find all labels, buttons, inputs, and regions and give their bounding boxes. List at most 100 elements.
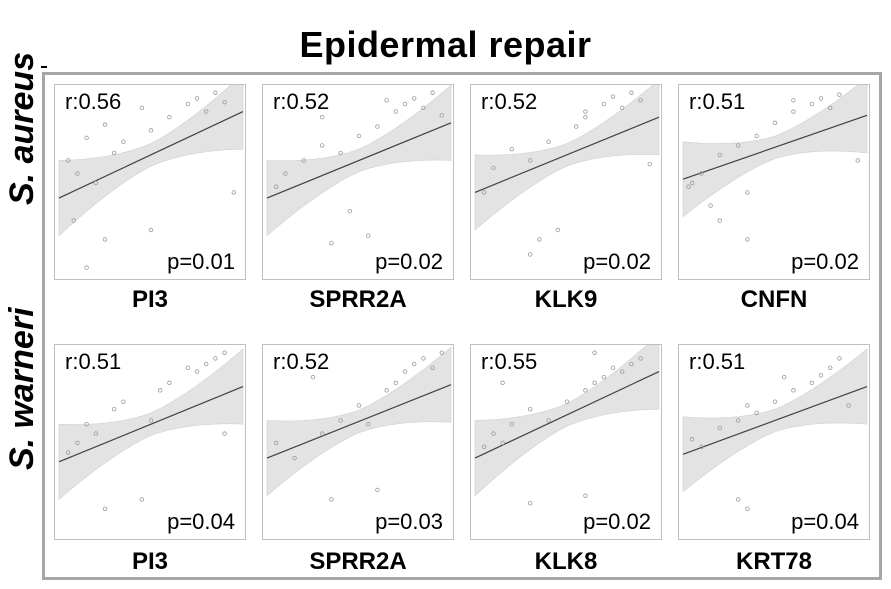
data-point [745, 237, 750, 242]
data-point [809, 101, 814, 107]
confidence-band [682, 85, 868, 218]
data-point [528, 158, 533, 163]
data-point [528, 500, 533, 506]
scatter-plot [682, 348, 868, 511]
data-point [329, 497, 334, 502]
data-point [65, 450, 71, 455]
p-value-label: p=0.01 [167, 249, 235, 274]
data-point [439, 113, 444, 118]
data-point [610, 365, 616, 370]
data-point [592, 350, 597, 355]
data-point [638, 98, 643, 103]
data-point [375, 487, 380, 493]
data-point [528, 252, 533, 257]
data-point [148, 227, 154, 233]
data-point [148, 128, 154, 133]
data-point [213, 90, 218, 95]
data-point [772, 120, 778, 126]
data-point [546, 418, 551, 423]
p-value-label: p=0.04 [791, 509, 859, 534]
data-point [402, 369, 408, 374]
data-point [629, 361, 634, 367]
data-point [273, 184, 279, 189]
confidence-band [474, 85, 660, 231]
data-point [500, 440, 505, 446]
data-point [781, 375, 787, 380]
regression-line [58, 386, 244, 463]
data-point [329, 240, 334, 246]
data-point [809, 380, 814, 386]
data-point [583, 109, 588, 114]
data-point [185, 365, 190, 370]
p-value-label: p=0.04 [167, 509, 235, 534]
gene-label: KLK9 [534, 286, 598, 313]
data-point [546, 139, 551, 144]
correlation-label: r:0.51 [65, 349, 122, 374]
data-point [356, 133, 362, 139]
gene-label: SPRR2A [309, 286, 407, 313]
scatter-plot [266, 85, 452, 246]
data-point [320, 115, 325, 120]
data-point [619, 105, 625, 110]
figure-frame [42, 72, 882, 580]
data-point [112, 150, 117, 156]
data-point [421, 356, 426, 361]
data-point [736, 143, 741, 148]
correlation-label: r:0.52 [273, 89, 330, 114]
data-point [827, 365, 833, 370]
data-point [855, 158, 860, 163]
data-point [601, 375, 606, 380]
data-point [384, 388, 389, 393]
data-point [689, 180, 695, 186]
scatter-plot [58, 348, 244, 511]
data-point [837, 92, 842, 97]
data-point [647, 161, 652, 167]
data-point [421, 105, 426, 110]
gene-label: KRT78 [735, 548, 813, 575]
data-point [537, 237, 542, 242]
p-value-label: p=0.02 [583, 509, 651, 534]
data-point [301, 158, 306, 163]
data-point [231, 190, 236, 195]
gene-label: PI3 [131, 286, 169, 313]
correlation-label: r:0.55 [481, 349, 538, 374]
row-label-1: S. warneri [2, 307, 42, 560]
data-point [619, 369, 625, 374]
gene-label: KLK8 [534, 548, 598, 575]
data-point [203, 109, 209, 114]
scatter-panel: r:0.51 p=0.02 [678, 84, 870, 280]
scatter-panel: r:0.52 p=0.02 [470, 84, 662, 280]
data-point [491, 431, 496, 436]
data-point [411, 96, 417, 101]
scatter-plot [682, 85, 868, 242]
gene-label: SPRR2A [309, 548, 407, 575]
data-point [338, 150, 343, 156]
data-point [583, 115, 588, 120]
data-point [75, 440, 80, 446]
data-point [283, 171, 288, 176]
data-point [222, 431, 227, 436]
data-point [384, 98, 389, 103]
data-point [745, 190, 750, 195]
regression-line [474, 116, 660, 193]
data-point [148, 418, 154, 423]
data-point [601, 101, 606, 107]
data-point [791, 98, 796, 103]
data-point [592, 380, 597, 386]
data-point [273, 440, 279, 446]
data-point [430, 365, 435, 370]
data-point [818, 373, 824, 378]
data-point [708, 203, 713, 208]
data-point [75, 171, 80, 176]
data-point [157, 388, 163, 393]
data-point [772, 399, 778, 404]
data-point [194, 369, 200, 374]
data-point [481, 444, 487, 449]
scatter-panel: r:0.56 p=0.01 [54, 84, 246, 280]
data-point [167, 380, 172, 386]
data-point [638, 356, 643, 361]
data-point [583, 388, 588, 393]
confidence-band [58, 85, 244, 237]
data-point [699, 171, 704, 176]
data-point [102, 237, 108, 242]
